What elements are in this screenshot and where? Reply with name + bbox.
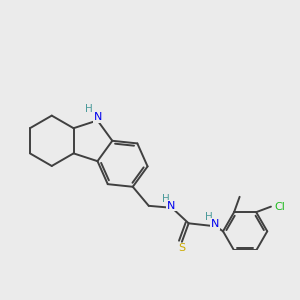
Text: N: N bbox=[94, 112, 102, 122]
Text: H: H bbox=[205, 212, 213, 222]
Text: Cl: Cl bbox=[275, 202, 286, 212]
Text: H: H bbox=[85, 104, 93, 114]
Text: N: N bbox=[167, 200, 175, 211]
Text: H: H bbox=[162, 194, 170, 204]
Text: S: S bbox=[178, 244, 185, 254]
Text: N: N bbox=[211, 219, 219, 229]
